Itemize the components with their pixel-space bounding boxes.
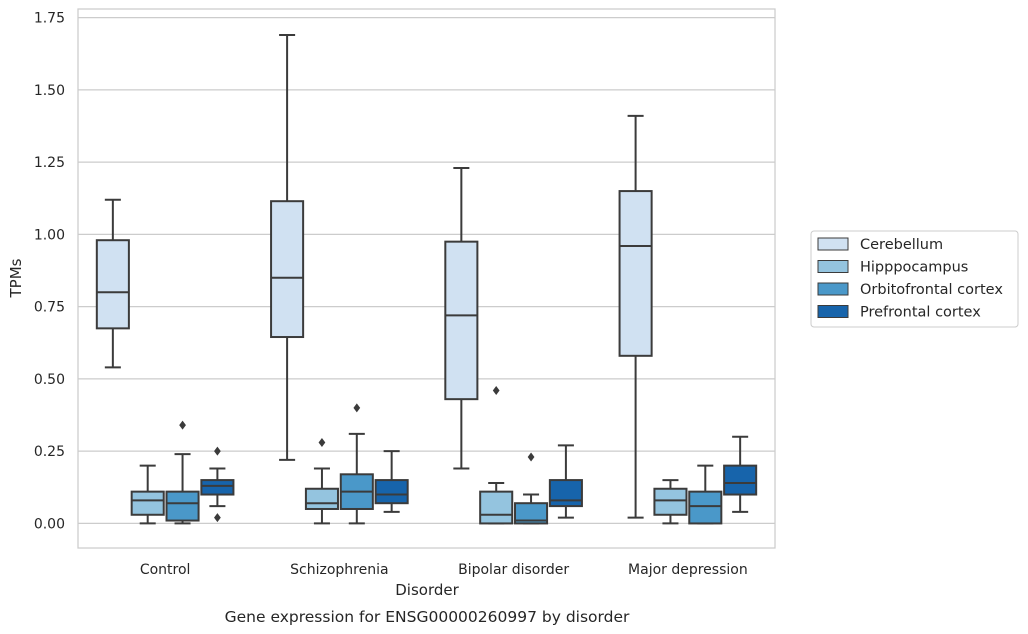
y-axis-ticks: 0.00 0.25 0.50 0.75 1.00 1.25 1.50 1.75: [34, 11, 65, 533]
box-prefrontal-cortex: [200, 446, 235, 523]
box-iqr: [688, 490, 723, 525]
legend-label: Hipppocampus: [860, 260, 968, 276]
outlier-marker: [527, 452, 535, 462]
legend-label: Orbitofrontal cortex: [860, 282, 1003, 298]
box-hipppocampus: [304, 438, 339, 525]
x-axis-ticks: Control Schizophrenia Bipolar disorder Majo…: [140, 562, 748, 578]
box-prefrontal-cortex: [723, 435, 758, 513]
box-iqr: [130, 490, 165, 516]
plot-frame: [77, 8, 776, 549]
y-tick-label: 0.50: [34, 372, 65, 388]
box-orbitofrontal-cortex: [339, 403, 374, 525]
box-iqr: [618, 190, 653, 357]
box-prefrontal-cortex: [548, 444, 583, 519]
outlier-marker: [179, 420, 186, 430]
x-axis-title: Disorder: [395, 581, 459, 599]
legend-swatch: [817, 237, 849, 251]
legend: Cerebellum Hipppocampus Orbitofrontal cort…: [810, 230, 1019, 328]
box-iqr: [653, 487, 688, 516]
y-tick-label: 1.25: [34, 155, 65, 171]
box-iqr: [514, 502, 549, 525]
y-tick-label: 0.25: [34, 444, 65, 460]
x-tick-label: Bipolar disorder: [458, 562, 569, 578]
legend-label: Cerebellum: [860, 237, 943, 253]
x-tick-label: Schizophrenia: [290, 562, 388, 578]
outlier-marker: [214, 446, 221, 456]
box-iqr: [200, 479, 235, 496]
box-iqr: [95, 239, 130, 330]
outlier-marker: [318, 438, 326, 448]
box-hipppocampus: [653, 479, 688, 525]
legend-frame: [810, 230, 1019, 328]
y-tick-label: 1.00: [34, 227, 65, 243]
y-tick-label: 1.50: [34, 83, 65, 99]
outlier-marker: [492, 385, 500, 395]
box-cerebellum: [270, 34, 305, 461]
y-axis-title: TPMs: [7, 258, 25, 298]
box-iqr: [444, 240, 479, 401]
y-tick-label: 0.75: [34, 300, 65, 316]
x-tick-label: Control: [140, 562, 191, 578]
box-iqr: [548, 479, 583, 508]
box-cerebellum: [95, 198, 130, 369]
figure-caption: Gene expression for ENSG00000260997 by d…: [225, 608, 630, 626]
x-tick-label: Major depression: [628, 562, 748, 578]
legend-swatch: [817, 305, 849, 318]
box-orbitofrontal-cortex: [165, 420, 200, 525]
box-plots: [95, 34, 758, 525]
box-iqr: [479, 490, 514, 525]
box-iqr: [723, 464, 758, 496]
legend-swatch: [817, 282, 849, 296]
grid-lines: [78, 17, 775, 525]
box-orbitofrontal-cortex: [514, 452, 549, 525]
legend-swatch: [817, 260, 849, 273]
box-hipppocampus: [479, 385, 514, 525]
legend-label: Prefrontal cortex: [860, 305, 981, 321]
box-iqr: [270, 200, 305, 339]
outlier-marker: [214, 513, 221, 523]
box-iqr: [374, 479, 409, 505]
box-prefrontal-cortex: [374, 450, 409, 513]
box-hipppocampus: [130, 464, 165, 525]
box-iqr: [165, 490, 200, 522]
box-orbitofrontal-cortex: [688, 464, 723, 525]
box-iqr: [304, 487, 339, 510]
box-cerebellum: [444, 166, 479, 470]
y-tick-label: 1.75: [34, 11, 65, 27]
legend-items: Cerebellum Hipppocampus Orbitofrontal cort…: [817, 237, 1003, 321]
outlier-marker: [353, 403, 361, 413]
box-cerebellum: [618, 114, 653, 519]
y-tick-label: 0.00: [34, 516, 65, 532]
